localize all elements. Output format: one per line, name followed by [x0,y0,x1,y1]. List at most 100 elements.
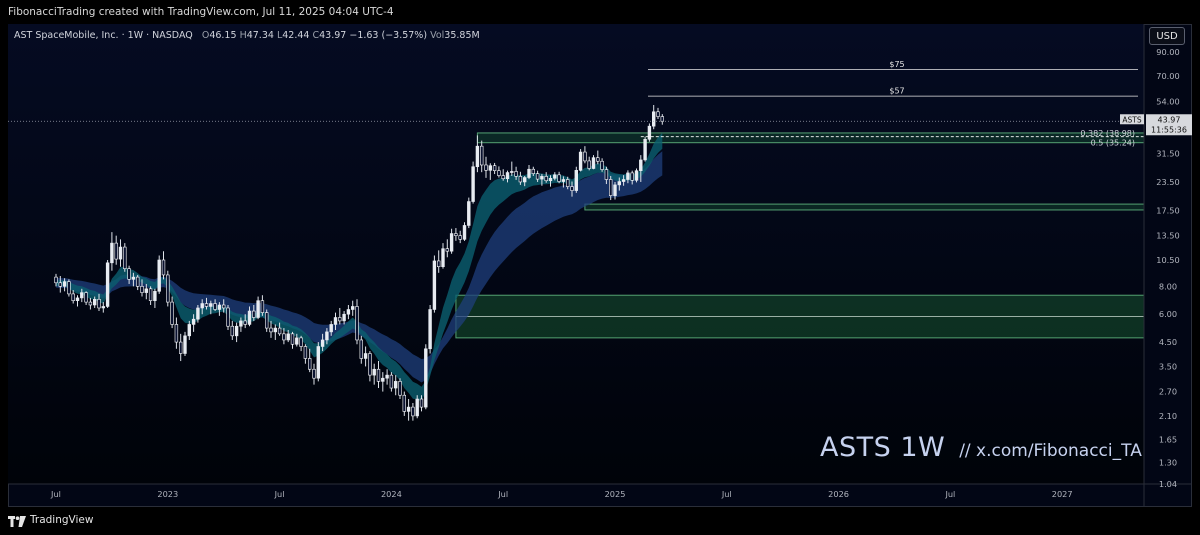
candle-body [613,184,617,196]
candle-body [191,318,196,325]
candle-body [372,368,376,376]
candle-body [557,174,561,182]
legend-open: 46.15 [209,30,237,41]
candle-body [587,160,591,169]
candle-body [299,337,303,347]
candle-body [488,165,492,171]
candle-body [140,286,144,293]
candle-body [153,291,157,301]
candle-body [424,348,428,408]
candle-body [105,262,110,307]
candle-body [58,282,63,287]
candle-body [578,151,583,171]
candle-body [604,169,609,180]
candle-body [535,173,540,180]
candle-body [123,246,127,269]
candle-body [643,139,647,161]
candle-body [110,242,114,264]
time-axis[interactable]: Jul 2023 Jul 2024 Jul 2025 Jul 2026 Jul 2027 [50,489,1073,499]
candle-body [290,333,295,345]
candle-body [338,317,342,322]
tradingview-brand[interactable]: TradingView [30,514,94,526]
candle-body [510,171,514,173]
candle-body [183,335,187,354]
candles-layer [54,105,665,421]
time-tick-label: Jul [944,489,955,499]
candle-body [88,301,93,306]
target-level-label: $75 [889,60,904,69]
candle-body [359,339,363,359]
candle-body [462,225,467,240]
time-tick-label: Jul [274,489,285,499]
candle-body [544,176,548,182]
candle-body [350,306,355,310]
legend-high: 47.34 [246,30,274,41]
candle-body [342,313,346,322]
symbol-name: AST SpaceMobile, Inc. [14,30,119,41]
candle-body [389,374,394,389]
candle-body [307,358,312,370]
last-price-value: 43.97 [1158,115,1181,124]
fib-level-label: 0.5 (35.24) [1091,139,1135,148]
candle-body [260,300,265,313]
candle-body [415,398,419,417]
price-tick-label: 1.65 [1159,434,1177,444]
candle-body [600,160,604,170]
candle-body [247,310,252,325]
candle-body [475,145,480,168]
candle-body [320,339,325,347]
candle-body [316,346,320,379]
candle-body [617,181,622,186]
price-tick-label: 8.00 [1159,281,1177,291]
candle-body [660,116,665,122]
symbol-price-tag [1120,114,1144,125]
candle-body [505,172,510,180]
candle-body [243,320,247,325]
candle-body [398,381,402,396]
resistance-zone [476,132,1145,144]
time-tick-label: 2026 [828,489,849,499]
price-tick-label: 90.00 [1156,47,1179,57]
watermark-title: ASTS 1W [820,432,946,463]
candle-body [436,260,441,267]
candle-body [445,248,449,252]
candle-body [467,201,471,226]
legend-volume: 35.85M [444,30,480,41]
candle-body [591,157,596,169]
candle-body [626,172,630,180]
price-tick-label: 10.50 [1156,255,1179,265]
candle-body [101,306,106,309]
candle-body [419,398,424,408]
candle-body [204,303,209,307]
tradingview-logo-icon[interactable] [8,516,26,527]
candle-body [393,381,398,389]
price-tick-label: 31.50 [1156,149,1179,159]
price-axis[interactable]: 90.0070.0054.0041.5031.5023.5017.5013.50… [1156,47,1179,489]
candle-body [531,168,536,174]
price-tick-label: 70.00 [1156,71,1179,81]
candle-body [161,259,166,276]
last-price-box [1146,114,1192,136]
candle-body [170,301,174,325]
candle-body [406,406,411,412]
price-tick-label: 1.30 [1159,457,1177,467]
candle-body [411,406,415,417]
candle-body [295,337,299,345]
candle-body [596,157,600,162]
candle-body [75,297,80,301]
candle-body [230,325,234,337]
currency-button[interactable]: USD [1149,27,1185,45]
candle-body [402,394,406,412]
candle-body [368,353,372,376]
time-tick-label: 2027 [1052,489,1073,499]
candle-body [67,281,71,295]
price-tick-label: 1.04 [1159,479,1177,489]
candle-body [325,331,329,341]
candle-body [553,174,557,179]
candle-body [200,303,204,309]
candle-body [376,368,381,382]
candle-body [329,324,333,333]
candle-body [621,179,626,182]
candle-body [333,317,338,325]
price-chart[interactable]: $75 $57 0.382 (38.98)0.5 (35.24) 90.00 70.0… [8,24,1192,507]
